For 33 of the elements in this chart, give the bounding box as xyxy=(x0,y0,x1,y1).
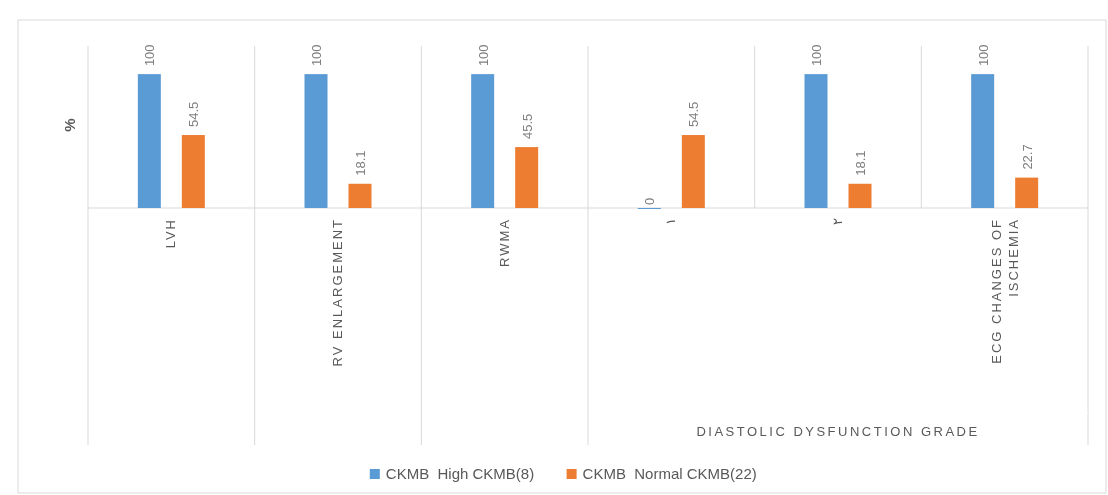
y-axis-title: % xyxy=(61,118,78,132)
x-axis-title: DIASTOLIC DYSFUNCTION GRADE xyxy=(696,424,980,439)
bar xyxy=(471,74,495,208)
legend-label: CKMB Normal CKMB(22) xyxy=(582,465,757,482)
x-tick-label: RWMA xyxy=(496,218,512,267)
bar xyxy=(971,74,995,208)
bar xyxy=(848,183,872,208)
bar xyxy=(681,135,705,208)
x-tick-label: RV ENLARGEMENT xyxy=(330,218,345,367)
x-tick-label: ٢ xyxy=(830,218,845,225)
data-label: 54.5 xyxy=(186,101,202,128)
bar xyxy=(304,74,328,208)
x-tick-label: ١ xyxy=(663,218,679,225)
x-tick-label: ECG CHANGES OF ISCHEMIA xyxy=(988,218,1021,364)
bar xyxy=(181,135,205,208)
data-label: 100 xyxy=(475,44,491,67)
legend-label: CKMB High CKMB(8) xyxy=(385,465,535,482)
data-label: 22.7 xyxy=(1019,144,1035,170)
data-label: 18.1 xyxy=(353,150,368,176)
data-label: 100 xyxy=(809,44,824,67)
bar xyxy=(804,74,828,208)
bar xyxy=(348,183,372,208)
data-label: 0 xyxy=(642,197,658,205)
x-tick-label: LVH xyxy=(163,218,179,249)
bar xyxy=(515,147,539,208)
bar xyxy=(1015,177,1039,208)
data-label: 100 xyxy=(975,44,991,67)
data-label: 100 xyxy=(142,44,158,67)
bar xyxy=(137,74,161,208)
data-label: 54.5 xyxy=(686,101,702,128)
data-label: 45.5 xyxy=(519,113,535,140)
data-label: 100 xyxy=(309,44,324,67)
data-label: 18.1 xyxy=(853,150,868,176)
